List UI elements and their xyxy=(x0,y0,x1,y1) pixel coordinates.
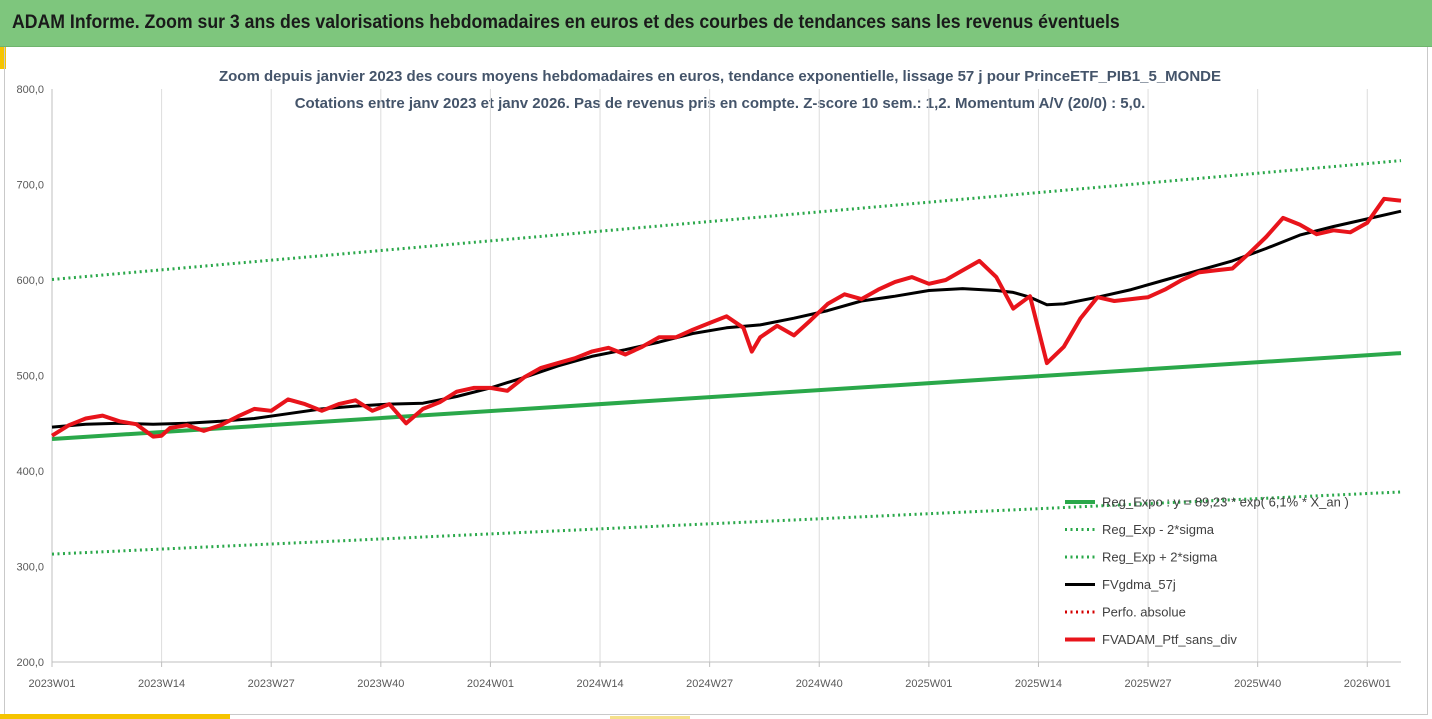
chart-frame xyxy=(4,47,1428,715)
y-tick-label: 500,0 xyxy=(16,371,44,383)
x-tick-label: 2024W27 xyxy=(686,678,733,690)
series-reg-exp-plus-2sigma xyxy=(51,159,1402,281)
x-tick-label: 2025W27 xyxy=(1125,678,1172,690)
y-tick-label: 200,0 xyxy=(16,657,44,669)
chart-subtitle-line2: Cotations entre janv 2023 et janv 2026. … xyxy=(295,95,1146,112)
x-tick-label: 2023W01 xyxy=(28,678,75,690)
legend-label: FVgdma_57j xyxy=(1102,577,1176,592)
y-tick-label: 700,0 xyxy=(16,180,44,192)
page-title: ADAM Informe. Zoom sur 3 ans des valoris… xyxy=(12,12,1120,33)
legend-label: FVADAM_Ptf_sans_div xyxy=(1102,632,1237,647)
chart-axes: 2023W01 2023W14 2023W27 2023W40 2024W01 2024W… xyxy=(16,84,1401,690)
y-tick-label: 300,0 xyxy=(16,562,44,574)
accent-bar-bottom xyxy=(0,714,230,719)
series-fvgdma-57j xyxy=(51,209,1402,429)
y-tick-label: 800,0 xyxy=(16,84,44,96)
x-tick-label: 2024W40 xyxy=(796,678,843,690)
series-fvadam-ptf-sans-div xyxy=(50,196,1402,439)
legend-label: Reg_Expo : y = 89,23 * exp( 6,1% * X_an … xyxy=(1102,495,1349,510)
x-tick-label: 2024W01 xyxy=(467,678,514,690)
header-bar: ADAM Informe. Zoom sur 3 ans des valoris… xyxy=(0,0,1432,47)
accent-bar-top xyxy=(0,47,6,69)
x-tick-label: 2025W40 xyxy=(1234,678,1281,690)
legend-label: Reg_Exp + 2*sigma xyxy=(1102,550,1218,565)
chart-series xyxy=(50,159,1402,556)
chart-legend: Reg_Expo : y = 89,23 * exp( 6,1% * X_an … xyxy=(1065,495,1349,647)
x-tick-label: 2023W40 xyxy=(357,678,404,690)
x-tick-label: 2023W14 xyxy=(138,678,185,690)
x-tick-label: 2025W01 xyxy=(905,678,952,690)
y-tick-label: 400,0 xyxy=(16,466,44,478)
y-tick-label: 600,0 xyxy=(16,275,44,287)
chart-grid xyxy=(51,89,1368,662)
x-tick-label: 2026W01 xyxy=(1344,678,1391,690)
series-reg-expo xyxy=(51,351,1402,441)
x-tick-label: 2025W14 xyxy=(1015,678,1062,690)
legend-label: Perfo. absolue xyxy=(1102,605,1186,620)
x-tick-label: 2023W27 xyxy=(248,678,295,690)
accent-bar-bottom-mid xyxy=(610,716,690,719)
chart-subtitle-line1: Zoom depuis janvier 2023 des cours moyen… xyxy=(219,68,1221,85)
legend-label: Reg_Exp - 2*sigma xyxy=(1102,522,1215,537)
x-tick-label: 2024W14 xyxy=(576,678,623,690)
